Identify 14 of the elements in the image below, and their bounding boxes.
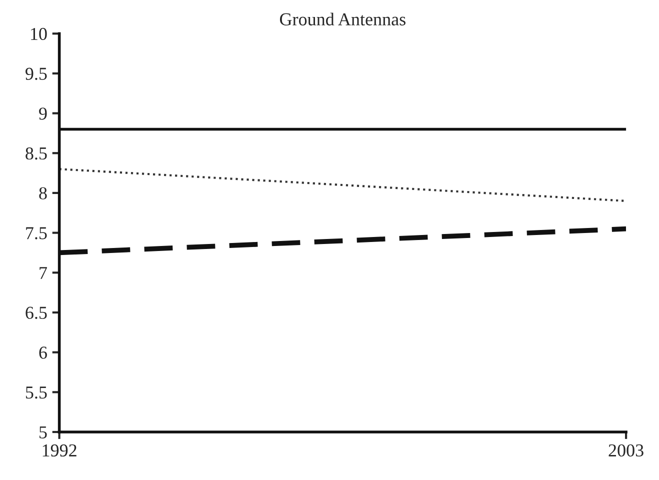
y-tick-label: 6 xyxy=(39,346,47,359)
y-tick-label: 8 xyxy=(39,187,47,200)
x-tick-label: 1992 xyxy=(42,444,76,457)
y-tick-label: 5 xyxy=(40,426,47,438)
y-tick-label: 10 xyxy=(31,28,47,40)
y-tick-label: 7.5 xyxy=(26,227,47,240)
chart-title: Ground Antennas xyxy=(280,12,406,26)
y-tick-label: 6.5 xyxy=(26,306,47,319)
x-tick-label: 2003 xyxy=(608,444,644,457)
y-tick-label: 9.5 xyxy=(26,68,47,80)
y-tick-label: 5.5 xyxy=(26,386,47,399)
y-tick-label: 9 xyxy=(39,108,47,120)
y-tick-label: 8.5 xyxy=(26,147,47,160)
y-tick-label: 7 xyxy=(40,267,47,279)
